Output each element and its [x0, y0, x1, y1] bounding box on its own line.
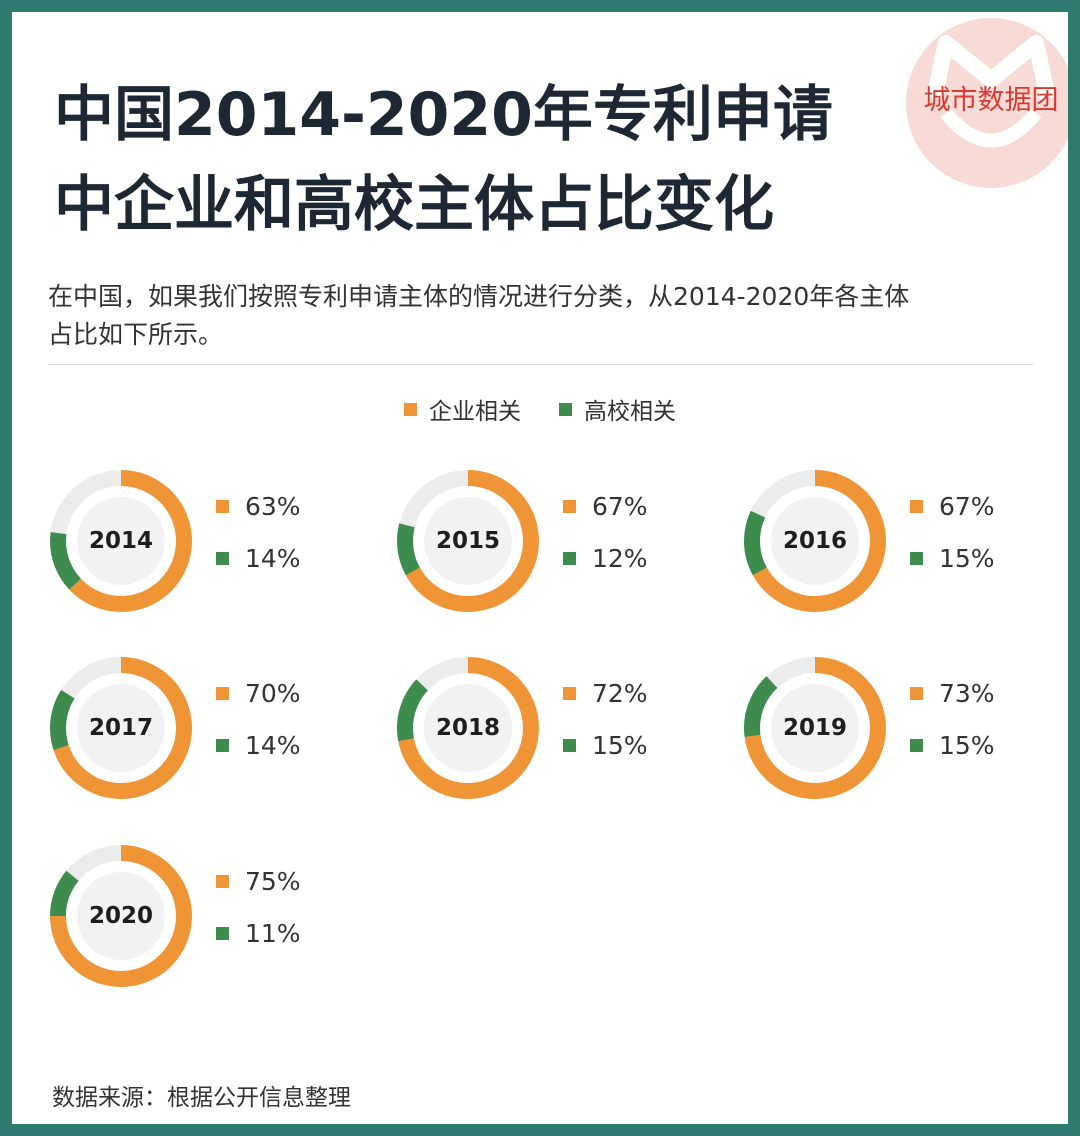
- donut-svg: [50, 657, 192, 799]
- donut-segment-enterprise: [50, 470, 192, 612]
- legend-swatch-university: [559, 402, 572, 416]
- donut-segment-enterprise: [397, 657, 539, 799]
- donut-center: [77, 872, 165, 960]
- donut-svg: [744, 470, 886, 612]
- university-share-label: 15%: [592, 731, 648, 760]
- donut-segment-enterprise: [744, 657, 886, 799]
- university-swatch: [910, 739, 923, 752]
- donut-center: [771, 684, 859, 772]
- enterprise-share-row: 63%: [216, 492, 301, 521]
- donut-segment-enterprise: [744, 470, 886, 612]
- university-share-row: 15%: [910, 544, 995, 573]
- subtitle-line-1: 在中国，如果我们按照专利申请主体的情况进行分类，从2014-2020年各主体: [48, 282, 910, 311]
- enterprise-share-label: 75%: [245, 867, 301, 896]
- university-swatch: [216, 739, 229, 752]
- university-swatch: [910, 552, 923, 565]
- donut-center: [424, 684, 512, 772]
- enterprise-share-label: 67%: [939, 492, 995, 521]
- year-label: 2014: [88, 528, 153, 554]
- donut-segment-enterprise: [397, 470, 539, 612]
- donut-center: [771, 497, 859, 585]
- donut-chart-2015: 2015 67% 12%: [395, 468, 695, 618]
- university-share-label: 11%: [245, 919, 301, 948]
- enterprise-share-label: 63%: [245, 492, 301, 521]
- title-line-1: 中国2014-2020年专利申请: [54, 80, 833, 150]
- enterprise-swatch: [216, 875, 229, 888]
- enterprise-swatch: [216, 687, 229, 700]
- donut-svg: [50, 845, 192, 987]
- enterprise-share-label: 73%: [939, 679, 995, 708]
- enterprise-share-row: 70%: [216, 679, 301, 708]
- donut-chart-2018: 2018 72% 15%: [395, 655, 695, 805]
- enterprise-swatch: [910, 687, 923, 700]
- legend-label-university: 高校相关: [584, 399, 676, 425]
- enterprise-share-row: 67%: [563, 492, 648, 521]
- donut-segment-university: [397, 470, 539, 612]
- university-swatch: [563, 552, 576, 565]
- donut-svg: [49, 470, 192, 612]
- university-share-label: 12%: [592, 544, 648, 573]
- enterprise-share-row: 67%: [910, 492, 995, 521]
- legend-swatch-enterprise: [404, 402, 417, 416]
- university-share-row: 14%: [216, 544, 301, 573]
- enterprise-share-row: 72%: [563, 679, 648, 708]
- university-share-label: 15%: [939, 731, 995, 760]
- university-share-row: 11%: [216, 919, 301, 948]
- enterprise-swatch: [216, 500, 229, 513]
- university-swatch: [216, 927, 229, 940]
- legend-label-enterprise: 企业相关: [429, 399, 521, 425]
- enterprise-swatch: [910, 500, 923, 513]
- subtitle-line-2: 占比如下所示。: [48, 320, 224, 349]
- donut-chart-2014: 2014 63% 14%: [48, 468, 348, 618]
- title-line-2: 中企业和高校主体占比变化: [54, 170, 774, 240]
- donut-chart-2016: 2016 67% 15%: [742, 468, 1042, 618]
- university-swatch: [563, 739, 576, 752]
- brand-logo-icon: [906, 18, 1068, 188]
- data-source: 数据来源：根据公开信息整理: [52, 1085, 351, 1111]
- university-share-label: 14%: [245, 544, 301, 573]
- donut-chart-2020: 2020 75% 11%: [48, 843, 348, 993]
- donut-segment-enterprise: [50, 657, 192, 799]
- donut-svg: [397, 470, 539, 612]
- page-title: 中国2014-2020年专利申请 中企业和高校主体占比变化: [54, 70, 904, 250]
- donut-svg: [397, 657, 539, 799]
- year-label: 2020: [88, 903, 153, 929]
- year-label: 2016: [782, 528, 847, 554]
- year-label: 2015: [435, 528, 500, 554]
- subtitle: 在中国，如果我们按照专利申请主体的情况进行分类，从2014-2020年各主体 占…: [48, 278, 1048, 354]
- enterprise-share-row: 73%: [910, 679, 995, 708]
- enterprise-swatch: [563, 500, 576, 513]
- year-label: 2017: [88, 715, 153, 741]
- university-share-row: 15%: [910, 731, 995, 760]
- enterprise-share-label: 67%: [592, 492, 648, 521]
- legend-item-university: 高校相关: [559, 392, 676, 426]
- enterprise-share-label: 72%: [592, 679, 648, 708]
- donut-segment-university: [49, 470, 192, 612]
- university-share-row: 15%: [563, 731, 648, 760]
- donut-segment-university: [744, 470, 886, 612]
- university-swatch: [216, 552, 229, 565]
- legend-item-enterprise: 企业相关: [404, 392, 521, 426]
- donut-svg: [744, 657, 886, 799]
- university-share-label: 14%: [245, 731, 301, 760]
- infographic-card: 城市数据团 中国2014-2020年专利申请 中企业和高校主体占比变化 在中国，…: [12, 12, 1068, 1124]
- enterprise-share-label: 70%: [245, 679, 301, 708]
- donut-segment-university: [50, 845, 192, 987]
- donut-center: [77, 684, 165, 772]
- brand-name: 城市数据团: [923, 85, 1059, 116]
- donut-chart-2017: 2017 70% 14%: [48, 655, 348, 805]
- divider: [48, 364, 1034, 365]
- year-label: 2019: [782, 715, 847, 741]
- chart-legend: 企业相关 高校相关: [12, 392, 1068, 426]
- enterprise-share-row: 75%: [216, 867, 301, 896]
- donut-chart-2019: 2019 73% 15%: [742, 655, 1042, 805]
- year-label: 2018: [435, 715, 500, 741]
- university-share-row: 12%: [563, 544, 648, 573]
- donut-center: [77, 497, 165, 585]
- university-share-row: 14%: [216, 731, 301, 760]
- donut-center: [424, 497, 512, 585]
- enterprise-swatch: [563, 687, 576, 700]
- university-share-label: 15%: [939, 544, 995, 573]
